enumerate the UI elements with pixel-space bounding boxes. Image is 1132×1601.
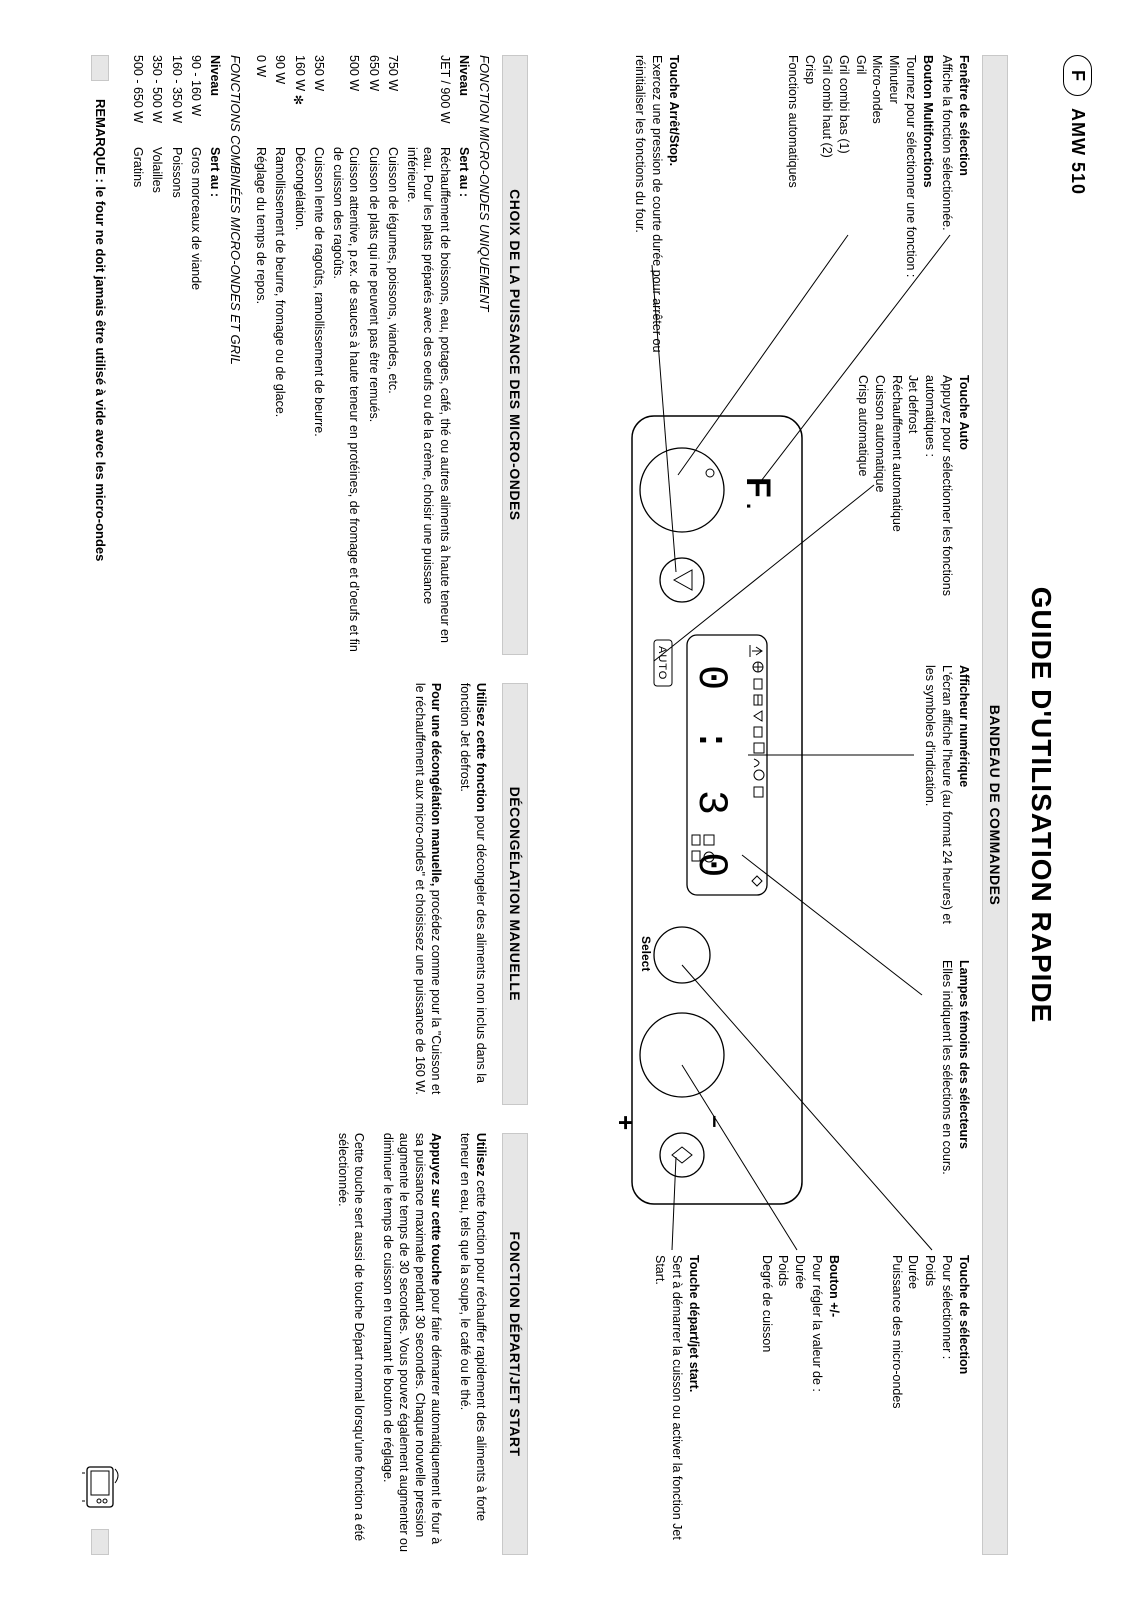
col-power: CHOIX DE LA PUISSANCE DES MICRO-ONDES FO… — [127, 55, 534, 655]
callout-lampes: Lampes témoins des sélecteurs Elles indi… — [938, 960, 972, 1240]
power-table-head: Niveau Sert au : — [456, 55, 472, 655]
section-bar-jetstart: FONCTION DÉPART/JET START — [502, 1133, 528, 1555]
svg-text:F: F — [739, 477, 777, 498]
callout-afficheur: Afficheur numérique L'écran affiche l'he… — [921, 665, 972, 925]
jetstart-p3: Cette touche sert aussi de touche Départ… — [334, 1133, 367, 1555]
header-row: F AMW 510 — [1063, 55, 1092, 1555]
svg-text:AUTO: AUTO — [656, 646, 668, 680]
power-combi-body: 90 - 160 WGros morceaux de viande 160 - … — [130, 55, 204, 655]
col-defrost: DÉCONGÉLATION MANUELLE Utilisez cette fo… — [127, 683, 534, 1105]
col-jetstart: FONCTION DÉPART/JET START Utilisez cette… — [127, 1133, 534, 1555]
remark-text: REMARQUE : le four ne doit jamais être u… — [91, 99, 108, 561]
snowflake-icon: ✻ — [289, 95, 305, 105]
power-heading-1: FONCTION MICRO-ONDES UNIQUEMENT — [475, 55, 492, 655]
svg-text:+: + — [611, 1115, 641, 1130]
section-bar-control-panel: BANDEAU DE COMMANDES — [982, 55, 1008, 1555]
callout-touche-depart: Touche départ/jet start. Sert à démarrer… — [651, 1255, 702, 1555]
microwave-icon — [81, 1465, 119, 1511]
defrost-p2: Pour une décongélation manuelle, procéde… — [412, 683, 445, 1105]
section-bar-power: CHOIX DE LA PUISSANCE DES MICRO-ONDES — [502, 55, 528, 655]
callout-touche-selection: Touche de sélection Pour sélectionner : … — [888, 1255, 972, 1515]
power-table-body: JET / 900 WRéchauffement de boissons, ea… — [253, 55, 453, 655]
page-title: GUIDE D'UTILISATION RAPIDE — [1022, 55, 1058, 1555]
callout-fenetre: Fenêtre de sélection Affiche la fonction… — [938, 55, 972, 335]
jetstart-p2: Appuyez sur cette touche pour faire déma… — [379, 1133, 444, 1555]
model-number: AMW 510 — [1066, 108, 1089, 195]
remark-bar-left — [91, 55, 109, 81]
control-panel-diagram: Fenêtre de sélection Affiche la fonction… — [542, 55, 972, 1555]
power-combi-head: Niveau Sert au : — [207, 55, 223, 655]
defrost-p1: Utilisez cette fonction pour décongeler … — [457, 683, 490, 1105]
callout-touche-auto: Touche Auto Appuyez pour sélectionner le… — [854, 375, 972, 625]
section-bar-defrost: DÉCONGÉLATION MANUELLE — [502, 683, 528, 1105]
jetstart-p1: Utilisez cette fonction pour réchauffer … — [457, 1133, 490, 1555]
remark-bar-right — [91, 1529, 109, 1555]
page: F AMW 510 GUIDE D'UTILISATION RAPIDE BAN… — [81, 55, 1092, 1555]
power-heading-2: FONCTIONS COMBINÉES MICRO-ONDES ET GRIL — [226, 55, 243, 655]
control-panel-svg: F . AUTO — [542, 415, 822, 1205]
language-badge: F — [1063, 55, 1092, 96]
callout-bouton-plus-minus: Bouton +/- Pour régler la valeur de : Du… — [758, 1255, 842, 1515]
svg-text:Select: Select — [639, 936, 653, 971]
svg-text:.: . — [742, 503, 767, 509]
three-columns: CHOIX DE LA PUISSANCE DES MICRO-ONDES FO… — [127, 55, 534, 1555]
callout-bouton-multifonctions: Bouton Multifonctions Tournez pour sélec… — [784, 55, 936, 355]
callout-touche-stop: Touche Arrêt/Stop. Exercez une pression … — [631, 55, 682, 355]
svg-text:−: − — [702, 1115, 727, 1128]
remark-row: REMARQUE : le four ne doit jamais être u… — [81, 55, 119, 1555]
